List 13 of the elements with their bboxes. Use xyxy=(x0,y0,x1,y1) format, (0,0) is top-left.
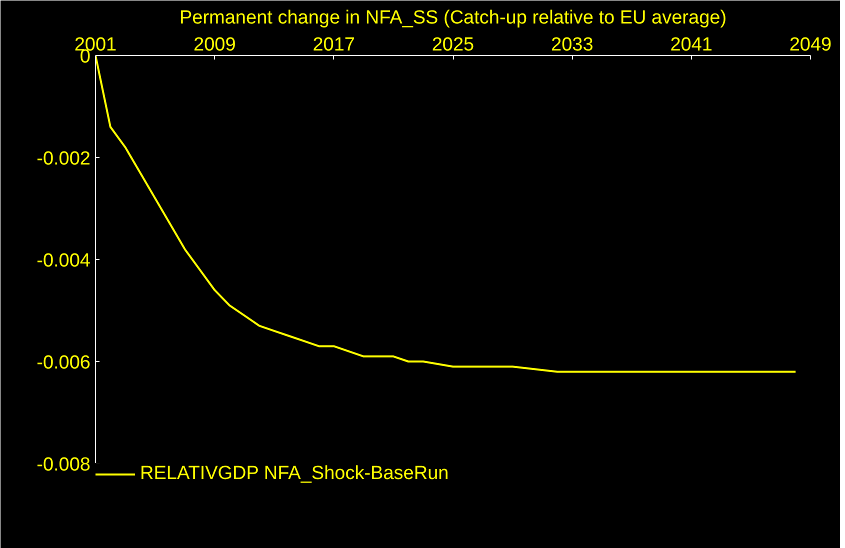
x-tick-label: 2025 xyxy=(432,34,474,56)
y-tick-label: -0.006 xyxy=(36,352,90,374)
y-tick-label: -0.008 xyxy=(36,454,90,476)
x-tick-label: 2033 xyxy=(551,34,594,56)
chart-title: Permanent change in NFA_SS (Catch-up relative to EU average) xyxy=(179,8,727,28)
x-tick-label: 2049 xyxy=(789,34,832,56)
x-tick-label: 2041 xyxy=(670,34,712,56)
line-series xyxy=(96,56,797,373)
x-tick-label: 2017 xyxy=(312,34,355,56)
y-tick-label: -0.002 xyxy=(36,148,90,170)
x-tick-label: 2009 xyxy=(194,34,236,56)
legend-label: RELATIVGDP NFA_Shock-BaseRun xyxy=(140,463,449,485)
y-tick-label: -0.004 xyxy=(36,250,91,272)
